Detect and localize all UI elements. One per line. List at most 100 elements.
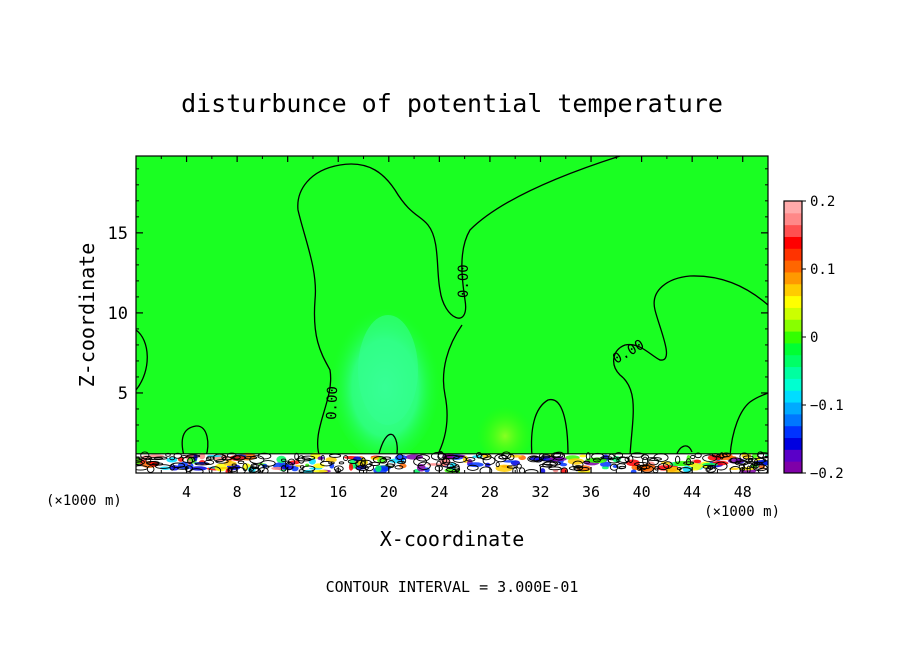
chart-title: disturbunce of potential temperature [181, 89, 723, 118]
turbulence-contour [257, 467, 269, 473]
turbulence-contour [430, 451, 446, 461]
turbulence-contour [186, 454, 201, 458]
turbulence-contour [189, 468, 204, 473]
turbulence-patch [509, 454, 522, 458]
y-axis-label: Z-coordinate [75, 243, 99, 388]
turbulence-contour [548, 466, 562, 471]
turbulence-patch [348, 463, 354, 471]
turbulence-contour [648, 457, 659, 466]
turbulence-contour [705, 466, 716, 473]
x-tick-label: 4 [182, 483, 191, 501]
turbulence-contour [524, 469, 539, 473]
turbulence-contour [719, 452, 724, 460]
turbulence-patch [375, 465, 382, 472]
turbulence-contour [249, 455, 265, 464]
turbulence-contour [627, 455, 634, 463]
colorbar-swatch [784, 366, 802, 379]
y-tick-label: 5 [118, 384, 128, 404]
turbulence-contour [169, 456, 176, 461]
turbulence-contour [136, 459, 145, 466]
turbulence-contour [574, 466, 580, 472]
turbulence-contour [445, 467, 461, 473]
colorbar-swatch [784, 437, 802, 450]
x-tick-label: 24 [430, 483, 448, 501]
contour-line [297, 156, 621, 459]
x-tick-label: 40 [633, 483, 651, 501]
turbulence-patch [193, 454, 198, 462]
contour-line [136, 329, 148, 391]
turbulence-contour [553, 451, 566, 461]
colorbar-swatch [784, 307, 802, 320]
colorbar-swatch [784, 378, 802, 391]
turbulence-contour [280, 458, 287, 462]
colorbar-swatch [784, 248, 802, 261]
turbulence-contour [585, 452, 591, 461]
turbulence-contour [498, 454, 507, 460]
turbulence-patch [579, 454, 587, 458]
turbulence-contour [519, 467, 526, 473]
turbulence-patch [601, 466, 609, 470]
turbulence-contour [675, 455, 681, 464]
turbulence-patch [223, 460, 237, 467]
turbulence-patch [693, 459, 702, 464]
colorbar-swatch [784, 271, 802, 285]
turbulence-contour [614, 452, 624, 459]
turbulence-contour [637, 464, 648, 471]
cool-anomaly-core [358, 315, 418, 425]
turbulence-contour [140, 451, 150, 460]
turbulence-contour [543, 461, 559, 466]
turbulence-contour [572, 460, 584, 469]
colorbar-swatch [784, 212, 802, 226]
turbulence-contour [242, 462, 248, 472]
turbulence-contour [541, 454, 551, 459]
y-tick-label: 10 [108, 304, 128, 324]
turbulence-contour [355, 465, 369, 471]
contour-label: 0.00 [456, 264, 472, 298]
turbulence-contour [690, 454, 696, 460]
colorbar-swatch [784, 402, 802, 415]
turbulence-contour [583, 460, 591, 464]
contour-lines [136, 156, 768, 459]
turbulence-patch [313, 469, 328, 473]
turbulence-contour [618, 465, 626, 469]
turbulence-contour [739, 452, 750, 461]
turbulence-contour [742, 455, 754, 460]
turbulence-contour [568, 465, 584, 471]
turbulence-contour [738, 463, 746, 470]
x-tick-label: 44 [683, 483, 701, 501]
turbulence-contour [194, 462, 210, 466]
turbulence-contour [343, 455, 349, 461]
turbulence-contour [624, 456, 630, 462]
plot-frame [135, 155, 769, 474]
turbulence-contour [495, 461, 500, 468]
turbulence-contour [465, 457, 476, 462]
x-tick-label: 48 [734, 483, 752, 501]
x-tick-label: 20 [380, 483, 398, 501]
turbulence-contour [640, 465, 654, 473]
turbulence-contour [482, 456, 496, 466]
plot-area: 0.00 0.00 0.00 [136, 156, 768, 473]
turbulence-contour [436, 460, 442, 468]
turbulence-contour [415, 454, 430, 462]
turbulence-contour [155, 464, 171, 469]
turbulence-contour [662, 461, 673, 469]
colorbar-tick-label: 0.2 [810, 194, 835, 210]
y-axis: 5 10 15 [108, 168, 768, 458]
turbulence-contour [413, 457, 427, 467]
turbulence-contour [364, 463, 375, 472]
turbulence-patch [599, 461, 612, 468]
contour-line [435, 324, 463, 459]
warm-plume [477, 400, 533, 460]
turbulence-patch [728, 467, 739, 471]
turbulence-patch [467, 462, 484, 468]
turbulence-contour [153, 456, 168, 460]
contour-line [613, 275, 768, 457]
turbulence-contour [501, 451, 512, 460]
turbulence-contour [714, 461, 728, 471]
colorbar-swatch [784, 319, 802, 332]
turbulence-contour [181, 456, 196, 464]
turbulence-contour [299, 465, 305, 469]
x-axis: 4 8 12 16 20 24 28 32 36 40 44 48 [160, 156, 752, 501]
turbulence-contour [538, 463, 553, 468]
x-tick-label: 8 [233, 483, 242, 501]
